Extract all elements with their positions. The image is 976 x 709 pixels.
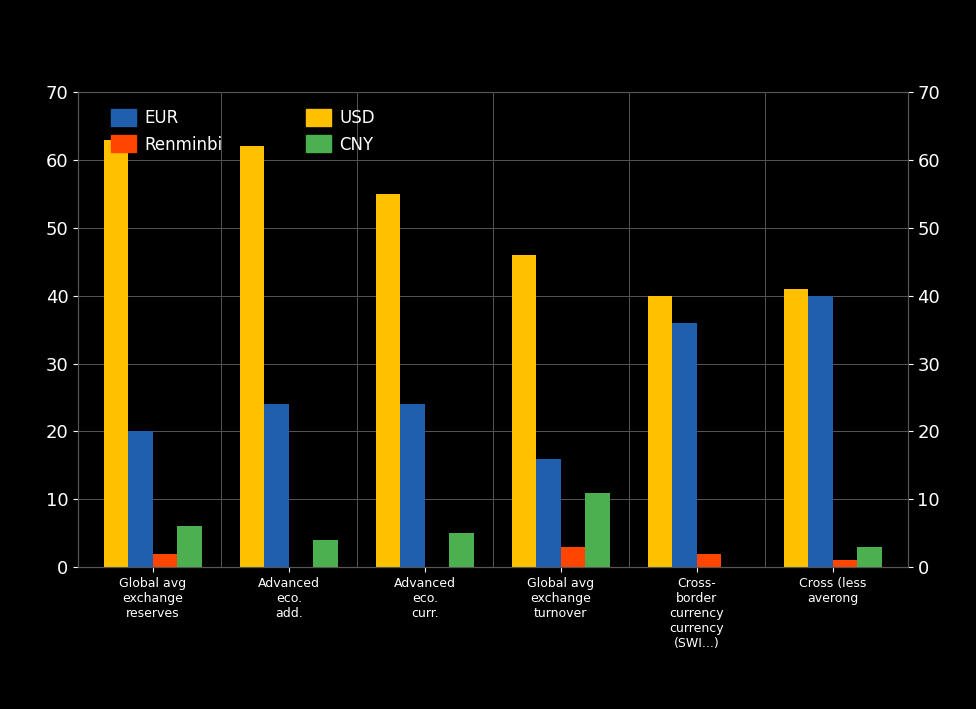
Bar	[153, 554, 178, 567]
Bar	[537, 459, 561, 567]
Bar	[376, 194, 400, 567]
Bar	[784, 289, 808, 567]
Bar	[264, 404, 289, 567]
Bar	[178, 527, 202, 567]
Bar	[857, 547, 882, 567]
Bar	[697, 554, 721, 567]
Bar	[648, 296, 672, 567]
Bar	[833, 560, 857, 567]
Bar	[561, 547, 586, 567]
Bar	[449, 533, 473, 567]
Bar	[586, 493, 610, 567]
Legend: EUR, Renminbi, USD, CNY: EUR, Renminbi, USD, CNY	[103, 101, 384, 162]
Bar	[672, 323, 697, 567]
Bar	[103, 140, 129, 567]
Bar	[313, 540, 338, 567]
Bar	[129, 432, 153, 567]
Bar	[400, 404, 425, 567]
Bar	[808, 296, 833, 567]
Bar	[512, 255, 537, 567]
Bar	[240, 147, 264, 567]
